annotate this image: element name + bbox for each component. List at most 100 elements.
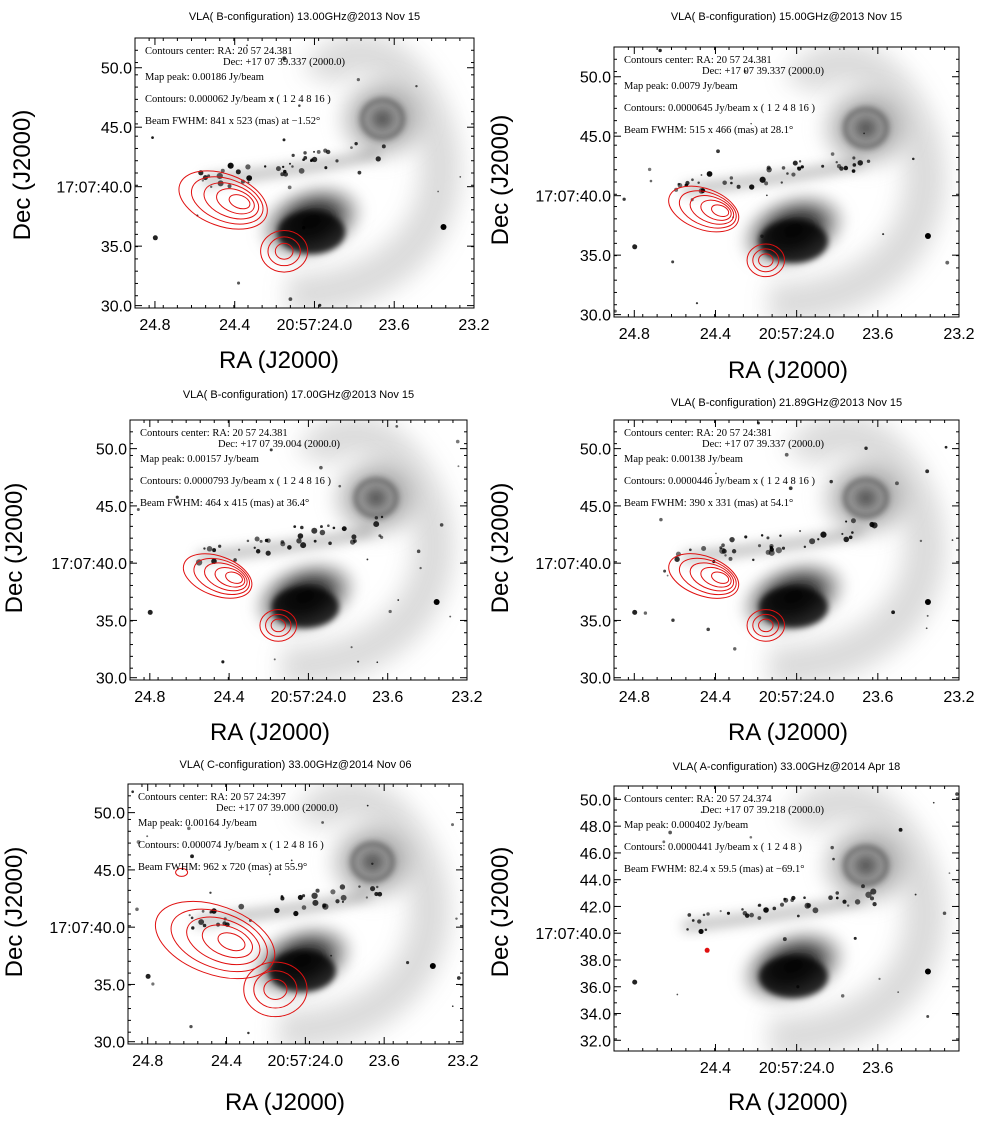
contour-level — [668, 185, 740, 233]
contour-level — [758, 618, 774, 633]
x-tick-label: 24.4 — [219, 317, 250, 334]
y-axis-label: Dec (J2000) — [487, 847, 514, 978]
contour-level — [267, 236, 301, 267]
optical-image — [131, 784, 461, 1044]
panel-6: 24.4 20:57:24.0 23.6 32.0 34.0 36.0 38.0 17:07:… — [487, 761, 960, 1116]
x-axis-label: RA (J2000) — [728, 357, 848, 384]
contour-level — [178, 170, 268, 230]
y-tick-label: 30.0 — [580, 671, 611, 688]
info-line: Contours: 0.000074 Jy/beam x ( 1 2 4 8 1… — [138, 840, 324, 851]
info-line: Contours center: RA: 20 57 24.381 — [624, 55, 772, 66]
y-tick-label: 17:07:40.0 — [535, 556, 611, 573]
contour-level — [752, 248, 780, 273]
panel-4: 24.8 24.4 20:57:24.0 23.6 23.2 30.0 35.0 17:07:… — [487, 397, 975, 746]
optical-image — [632, 786, 959, 1051]
contour-level — [746, 243, 786, 278]
panel-title: VLA( A-configuration) 33.00GHz@2014 Apr … — [673, 761, 901, 773]
x-tick-label: 23.6 — [862, 689, 893, 706]
y-axis-label: Dec (J2000) — [1, 847, 28, 978]
info-line: Contours: 0.000062 Jy/beam x ( 1 2 4 8 1… — [145, 94, 331, 105]
y-tick-label: 35.0 — [96, 613, 127, 630]
info-line: Contours center: RA: 20 57 24.374 — [624, 794, 772, 805]
contour-level — [263, 978, 288, 1000]
y-tick-label: 32.0 — [580, 1033, 611, 1050]
y-tick-label: 50.0 — [101, 61, 132, 78]
y-tick-label: 45.0 — [96, 499, 127, 516]
info-line: Dec: +17 07 39.337 (2000.0) — [223, 57, 345, 68]
contour-level — [274, 242, 294, 260]
contour-level — [182, 553, 253, 599]
contour-level — [190, 176, 264, 225]
contour-level — [746, 609, 786, 642]
contour-level — [201, 924, 253, 959]
x-tick-label: 23.2 — [447, 1053, 478, 1070]
x-tick-label: 24.8 — [619, 689, 650, 706]
contour-level — [711, 571, 730, 584]
x-tick-label: 24.4 — [700, 1060, 731, 1077]
x-tick-label: 24.8 — [139, 317, 170, 334]
x-tick-label: 23.2 — [458, 317, 489, 334]
x-tick-label: 23.2 — [943, 326, 974, 343]
info-line: Contours center: RA: 20 57 24:381 — [624, 428, 772, 439]
radio-contours — [668, 185, 786, 278]
radio-contours — [154, 867, 308, 1018]
y-tick-label: 30.0 — [580, 308, 611, 325]
contour-level — [216, 188, 255, 215]
x-tick-label: 24.4 — [700, 326, 731, 343]
contour-level — [186, 916, 261, 966]
contour-level — [154, 900, 276, 980]
x-axis-label: RA (J2000) — [219, 347, 339, 374]
contour-level — [175, 867, 189, 877]
contour-level — [752, 613, 780, 637]
info-line: Contours center: RA: 20 57 24.381 — [140, 428, 288, 439]
x-tick-label: 23.6 — [372, 689, 403, 706]
info-line: Dec: +17 07 39.218 (2000.0) — [702, 805, 824, 816]
contour-level — [711, 204, 730, 218]
info-line: Map peak: 0.0079 Jy/beam — [624, 81, 738, 92]
y-tick-label: 45.0 — [101, 120, 132, 137]
contour-level — [204, 562, 248, 592]
contour-level — [259, 609, 298, 642]
x-tick-label: 24.8 — [619, 326, 650, 343]
contour-level — [700, 199, 732, 221]
contour-level — [689, 562, 735, 592]
y-tick-label: 17:07:40.0 — [51, 556, 127, 573]
y-tick-label: 50.0 — [96, 442, 127, 459]
contour-level — [678, 557, 737, 596]
radio-contours — [178, 170, 309, 273]
x-tick-label: 23.2 — [943, 689, 974, 706]
y-tick-label: 35.0 — [580, 248, 611, 265]
panel-title: VLA( B-configuration) 15.00GHz@2013 Nov … — [671, 11, 902, 23]
y-tick-label: 50.0 — [580, 70, 611, 87]
radio-contours — [704, 947, 710, 953]
x-axis-label: RA (J2000) — [728, 719, 848, 746]
panel-title: VLA( B-configuration) 21.89GHz@2013 Nov … — [671, 397, 902, 409]
x-tick-label: 20:57:24.0 — [268, 1053, 344, 1070]
optical-image — [632, 420, 954, 680]
contour-level — [193, 557, 250, 595]
x-tick-label: 23.6 — [862, 326, 893, 343]
info-line: Contours center: RA: 20 57 24:397 — [138, 792, 286, 803]
contour-level — [689, 195, 735, 225]
info-line: Map peak: 0.00164 Jy/beam — [138, 818, 257, 829]
y-tick-label: 30.0 — [96, 671, 127, 688]
y-tick-label: 44.0 — [580, 873, 611, 890]
contour-level — [678, 190, 737, 229]
y-axis-label: Dec (J2000) — [487, 483, 514, 614]
contour-level — [217, 932, 246, 952]
y-tick-label: 50.0 — [94, 806, 125, 823]
contour-level — [270, 618, 286, 633]
x-tick-label: 20:57:24.0 — [759, 689, 835, 706]
info-line: Map peak: 0.00186 Jy/beam — [145, 72, 264, 83]
optical-image — [136, 420, 460, 680]
x-tick-label: 23.2 — [451, 689, 482, 706]
info-line: Contours: 0.0000441 Jy/beam x ( 1 2 4 8 … — [624, 842, 802, 853]
y-tick-label: 30.0 — [94, 1035, 125, 1052]
x-tick-label: 20:57:24.0 — [759, 326, 835, 343]
contour-level — [253, 970, 298, 1009]
x-tick-label: 24.4 — [214, 689, 245, 706]
y-tick-label: 50.0 — [580, 442, 611, 459]
radio-contours — [182, 553, 298, 642]
info-line: Beam FWHM: 515 x 466 (mas) at 28.1° — [624, 125, 793, 136]
